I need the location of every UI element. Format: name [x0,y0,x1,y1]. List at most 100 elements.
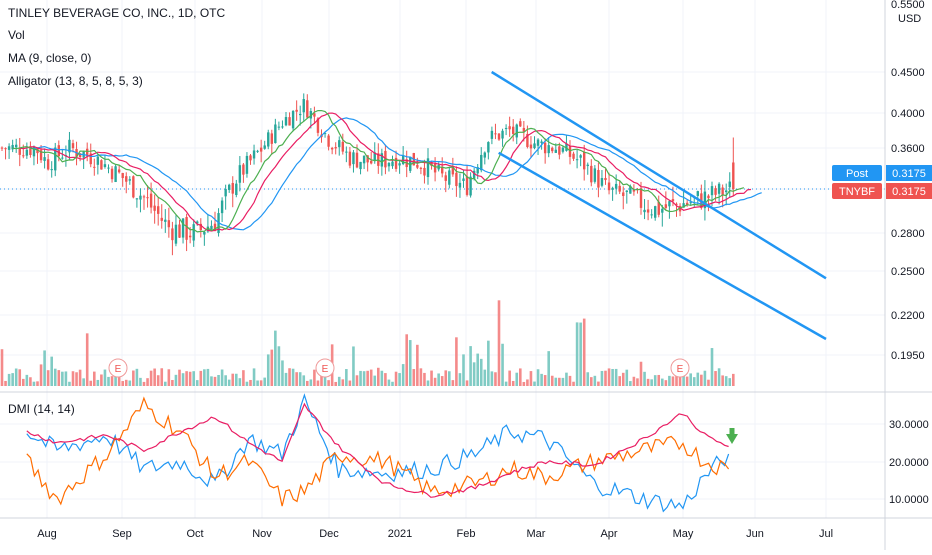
volume-bar [96,379,100,386]
candle-body [643,209,646,213]
candle-body [228,184,231,190]
dmi-legend[interactable]: DMI (14, 14) [8,402,75,416]
volume-bar [124,379,128,386]
symbol-title[interactable]: TINLEY BEVERAGE CO, INC., 1D, OTC [8,6,226,20]
candle-body [476,167,479,174]
candle-body [583,151,586,170]
volume-bar [71,371,75,386]
ma-legend[interactable]: MA (9, close, 0) [8,51,92,65]
candle-body [323,133,327,135]
volume-bar [572,381,575,386]
volume-bar [721,375,724,386]
candle-body [348,151,352,166]
volume-bar [75,372,78,386]
candle-body [423,167,426,176]
candle-body [157,206,160,214]
volume-bar [171,379,174,386]
candle-body [160,217,163,221]
volume-bar [401,364,405,386]
volume-bar [103,369,107,386]
volume-bar [32,381,36,386]
volume-bar [337,376,341,386]
volume-bar [302,375,306,386]
volume-bar [632,376,636,386]
volume-bar [494,372,497,386]
volume-bar [78,369,82,386]
candle-body [270,133,273,144]
candle-body [682,203,685,208]
volume-bar [281,360,284,386]
candle-body [629,185,632,194]
volume-bar [508,370,511,386]
volume-bar [511,380,515,386]
candle-body [664,204,668,208]
volume-bar [355,375,359,386]
candle-body [717,183,721,194]
volume-bar [295,372,298,386]
volume-bar [139,377,142,386]
candle-body [558,146,561,155]
volume-bar [426,380,430,386]
volume-bar [519,368,522,386]
candle-body [654,206,657,218]
volume-bar [398,373,401,386]
candle-body [128,179,131,181]
volume-bar [224,375,227,386]
candle-body [533,143,536,149]
symbol-value-label: 0.3175 [892,186,926,198]
channel-lower-line [498,151,827,341]
volume-bar [416,344,419,386]
volume-bar [732,373,735,386]
time-tick-label: 2021 [388,528,412,540]
symbol-value-badge [886,183,932,199]
candle-body [501,130,504,139]
volume-bar [529,371,533,386]
volume-bar [18,369,22,386]
volume-bar [653,375,657,386]
candle-body [543,142,547,154]
candle-body [600,178,604,186]
candle-body [249,155,252,161]
volume-bar [235,373,238,386]
candle-body [46,159,50,170]
volume-bar [362,371,366,386]
candle-body [632,189,636,192]
volume-bar [256,380,259,386]
candle-body [242,164,245,175]
candle-body [426,158,430,178]
dmi-di-line [26,393,730,513]
vol-legend[interactable]: Vol [8,28,25,42]
candle-body [707,195,710,199]
volume-bar [270,349,274,386]
volume-bar [93,371,96,386]
volume-bar [526,379,529,386]
candle-body [714,188,717,195]
volume-bar [345,369,348,386]
candle-body [590,165,593,183]
volume-bar [515,372,519,386]
volume-bar [650,379,653,386]
volume-bar [0,349,4,386]
volume-bar [568,375,572,386]
volume-bar [405,334,408,386]
volume-bar [472,362,476,386]
volume-bar [25,374,29,386]
volume-bar [600,370,604,386]
candle-body [57,145,60,157]
volume-bar [149,370,153,386]
volume-bar [430,370,433,386]
candle-body [480,154,483,171]
volume-bar [707,379,710,386]
volume-bar [533,381,536,386]
candle-body [100,160,103,170]
candle-body [107,167,110,169]
alligator-legend[interactable]: Alligator (13, 8, 5, 8, 5, 3) [8,74,143,88]
volume-bar [199,370,203,386]
volume-bar [625,369,629,386]
signal-arrow-icon [726,434,738,444]
candle-body [380,153,384,167]
dmi-tick-label: 20.0000 [889,457,929,469]
volume-bar [465,380,469,386]
volume-bar [476,353,479,386]
